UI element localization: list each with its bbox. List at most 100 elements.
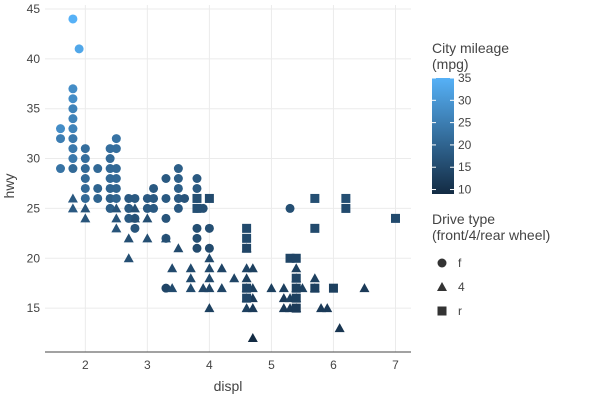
data-point-triangle (334, 323, 345, 333)
data-point-triangle (247, 333, 258, 343)
data-point-circle (68, 154, 78, 164)
data-point-circle (80, 144, 90, 154)
data-point-circle (68, 134, 78, 144)
data-point-circle (192, 183, 202, 193)
y-tick-label: 20 (27, 251, 41, 265)
data-point-triangle (216, 283, 227, 293)
data-point-triangle (80, 203, 91, 213)
data-point-triangle (316, 303, 327, 313)
data-point-square (310, 283, 320, 293)
data-point-square (341, 193, 351, 203)
data-point-square (242, 283, 252, 293)
data-point-square (242, 233, 252, 243)
legend-key-circle (437, 258, 447, 268)
data-point-square (291, 293, 301, 303)
data-point-triangle (247, 263, 258, 273)
x-axis-title: displ (214, 378, 243, 394)
data-point-triangle (241, 273, 252, 283)
data-point-triangle (309, 273, 320, 283)
data-point-circle (111, 134, 121, 144)
shape-legend-entries: f 4 r (437, 256, 465, 318)
data-point-triangle (204, 273, 215, 283)
data-point-circle (173, 203, 183, 213)
data-point-circle (80, 193, 90, 203)
data-point-circle (149, 203, 159, 213)
data-point-circle (80, 154, 90, 164)
data-point-triangle (278, 283, 289, 293)
data-point-triangle (111, 223, 122, 233)
data-point-circle (149, 193, 159, 203)
data-point-circle (68, 164, 78, 174)
data-point-circle (180, 193, 190, 203)
data-point-circle (56, 164, 66, 174)
data-point-circle (111, 174, 121, 183)
y-tick-label: 25 (27, 201, 41, 215)
legend-key-square (437, 306, 447, 316)
data-point-square (328, 283, 338, 293)
data-point-circle (80, 164, 90, 174)
color-legend-title-line1: City mileage (432, 40, 509, 56)
data-point-square (242, 223, 252, 233)
data-point-circle (68, 104, 78, 114)
data-point-triangle (204, 253, 215, 263)
data-point-triangle (185, 273, 196, 283)
data-point-circle (192, 174, 202, 183)
data-point-circle (105, 183, 115, 193)
legend-key-triangle (437, 282, 447, 291)
data-point-triangle (247, 303, 258, 313)
color-tick-label: 25 (458, 116, 472, 130)
data-point-square (204, 193, 214, 203)
data-point-square (310, 193, 320, 203)
color-legend: City mileage (mpg) 10 15 20 25 30 35 (432, 40, 509, 197)
data-point-triangle (142, 213, 153, 223)
data-point-circle (130, 193, 140, 203)
x-tick-label: 4 (206, 358, 213, 372)
data-point-triangle (111, 203, 122, 213)
data-point-circle (93, 183, 103, 193)
data-point-square (242, 293, 252, 303)
data-point-circle (68, 84, 78, 94)
data-point-circle (161, 174, 171, 183)
data-point-square (192, 203, 202, 213)
data-point-circle (204, 223, 214, 233)
data-point-triangle (129, 203, 140, 213)
data-point-triangle (167, 283, 178, 293)
color-tick-label: 20 (458, 138, 472, 152)
data-point-triangle (111, 213, 122, 223)
data-points (56, 14, 400, 343)
data-point-circle (173, 164, 183, 174)
data-point-circle (105, 164, 115, 174)
data-point-square (310, 223, 320, 233)
data-point-circle (192, 243, 202, 253)
data-point-circle (68, 124, 78, 134)
y-tick-label: 15 (27, 301, 41, 315)
data-point-circle (173, 174, 183, 183)
data-point-circle (105, 144, 115, 154)
y-axis-title: hwy (1, 174, 17, 199)
data-point-square (192, 193, 202, 203)
data-point-circle (161, 213, 171, 223)
shape-legend: Drive type (front/4/rear wheel) f 4 r (432, 211, 550, 318)
data-point-circle (161, 193, 171, 203)
data-point-circle (142, 203, 152, 213)
data-point-circle (142, 193, 152, 203)
color-legend-title-line2: (mpg) (432, 56, 469, 72)
y-tick-label: 35 (27, 102, 41, 116)
data-point-circle (56, 134, 66, 144)
data-point-circle (74, 44, 84, 54)
color-tick-label: 15 (458, 160, 472, 174)
color-tick-label: 10 (458, 183, 472, 197)
data-point-circle (124, 193, 134, 203)
data-point-circle (111, 193, 121, 203)
color-bar-ticks: 10 15 20 25 30 35 (432, 71, 472, 197)
data-point-triangle (359, 283, 370, 293)
data-point-circle (173, 193, 183, 203)
data-point-triangle (204, 283, 215, 293)
data-point-triangle (204, 263, 215, 273)
data-point-circle (68, 94, 78, 104)
data-point-circle (93, 164, 103, 174)
data-point-circle (285, 203, 295, 213)
shape-legend-title-line1: Drive type (432, 211, 495, 227)
data-point-square (242, 243, 252, 253)
